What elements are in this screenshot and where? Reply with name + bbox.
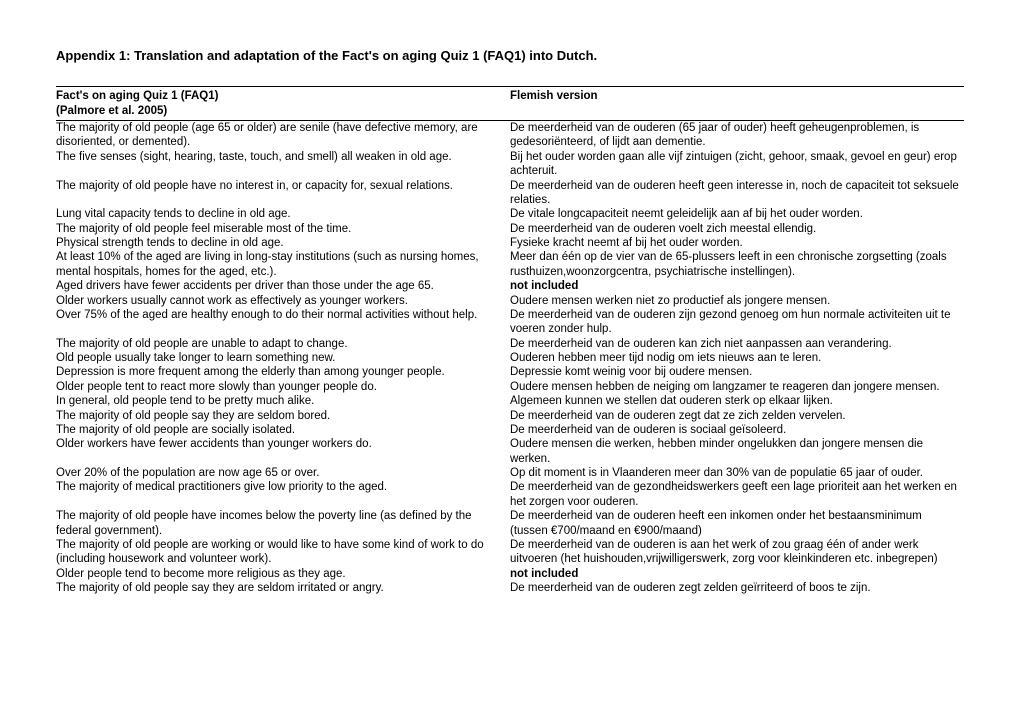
table-row: The majority of old people have incomes …	[56, 509, 964, 538]
cell-flemish: Op dit moment is in Vlaanderen meer dan …	[510, 466, 964, 480]
cell-flemish: De meerderheid van de ouderen is sociaal…	[510, 423, 964, 437]
cell-english: In general, old people tend to be pretty…	[56, 394, 510, 408]
table-row: The majority of old people are working o…	[56, 538, 964, 567]
cell-english: The majority of old people have incomes …	[56, 509, 510, 538]
cell-english: Depression is more frequent among the el…	[56, 365, 510, 379]
cell-flemish: Oudere mensen hebben de neiging om langz…	[510, 380, 964, 394]
cell-english: The majority of old people are socially …	[56, 423, 510, 437]
cell-flemish: not included	[510, 567, 964, 581]
cell-flemish: De meerderheid van de ouderen heeft geen…	[510, 179, 964, 208]
cell-flemish: De vitale longcapaciteit neemt geleideli…	[510, 207, 964, 221]
cell-flemish: Oudere mensen werken niet zo productief …	[510, 294, 964, 308]
cell-flemish: De meerderheid van de ouderen heeft een …	[510, 509, 964, 538]
cell-english: At least 10% of the aged are living in l…	[56, 250, 510, 279]
column-header-english: Fact's on aging Quiz 1 (FAQ1) (Palmore e…	[56, 87, 510, 121]
table-row: The majority of old people are socially …	[56, 423, 964, 437]
table-row: At least 10% of the aged are living in l…	[56, 250, 964, 279]
appendix-title: Appendix 1: Translation and adaptation o…	[56, 48, 964, 64]
table-row: Aged drivers have fewer accidents per dr…	[56, 279, 964, 293]
table-row: The majority of old people say they are …	[56, 581, 964, 595]
cell-english: Older workers have fewer accidents than …	[56, 437, 510, 466]
column-header-flemish: Flemish version	[510, 87, 964, 121]
table-row: The majority of old people (age 65 or ol…	[56, 121, 964, 150]
cell-flemish: De meerderheid van de ouderen voelt zich…	[510, 222, 964, 236]
table-row: The majority of old people say they are …	[56, 409, 964, 423]
table-row: Over 75% of the aged are healthy enough …	[56, 308, 964, 337]
cell-flemish: Ouderen hebben meer tijd nodig om iets n…	[510, 351, 964, 365]
cell-flemish: De meerderheid van de ouderen is aan het…	[510, 538, 964, 567]
cell-english: Physical strength tends to decline in ol…	[56, 236, 510, 250]
cell-flemish: Algemeen kunnen we stellen dat ouderen s…	[510, 394, 964, 408]
cell-english: The majority of old people (age 65 or ol…	[56, 121, 510, 150]
table-row: Older people tent to react more slowly t…	[56, 380, 964, 394]
cell-flemish: De meerderheid van de gezondheidswerkers…	[510, 480, 964, 509]
cell-flemish: Fysieke kracht neemt af bij het ouder wo…	[510, 236, 964, 250]
cell-english: Old people usually take longer to learn …	[56, 351, 510, 365]
cell-flemish: De meerderheid van de ouderen zijn gezon…	[510, 308, 964, 337]
table-row: Older workers have fewer accidents than …	[56, 437, 964, 466]
table-row: The majority of medical practitioners gi…	[56, 480, 964, 509]
cell-flemish: De meerderheid van de ouderen zegt dat z…	[510, 409, 964, 423]
translation-table: Fact's on aging Quiz 1 (FAQ1) (Palmore e…	[56, 86, 964, 595]
cell-english: Over 75% of the aged are healthy enough …	[56, 308, 510, 337]
cell-english: Over 20% of the population are now age 6…	[56, 466, 510, 480]
cell-english: The majority of old people say they are …	[56, 409, 510, 423]
cell-english: The five senses (sight, hearing, taste, …	[56, 150, 510, 179]
header-en-line2: (Palmore et al. 2005)	[56, 104, 506, 118]
cell-english: Older people tent to react more slowly t…	[56, 380, 510, 394]
cell-flemish: Bij het ouder worden gaan alle vijf zint…	[510, 150, 964, 179]
table-row: The majority of old people are unable to…	[56, 337, 964, 351]
table-row: Depression is more frequent among the el…	[56, 365, 964, 379]
header-en-line1: Fact's on aging Quiz 1 (FAQ1)	[56, 89, 506, 103]
table-row: Old people usually take longer to learn …	[56, 351, 964, 365]
table-row: Physical strength tends to decline in ol…	[56, 236, 964, 250]
cell-english: The majority of old people are unable to…	[56, 337, 510, 351]
cell-english: Older people tend to become more religio…	[56, 567, 510, 581]
cell-flemish: Meer dan één op de vier van de 65-plusse…	[510, 250, 964, 279]
table-row: Lung vital capacity tends to decline in …	[56, 207, 964, 221]
cell-flemish: Oudere mensen die werken, hebben minder …	[510, 437, 964, 466]
cell-english: The majority of medical practitioners gi…	[56, 480, 510, 509]
cell-flemish: De meerderheid van de ouderen zegt zelde…	[510, 581, 964, 595]
cell-english: The majority of old people feel miserabl…	[56, 222, 510, 236]
table-row: The majority of old people have no inter…	[56, 179, 964, 208]
cell-english: Older workers usually cannot work as eff…	[56, 294, 510, 308]
table-row: Over 20% of the population are now age 6…	[56, 466, 964, 480]
table-row: The majority of old people feel miserabl…	[56, 222, 964, 236]
cell-english: The majority of old people say they are …	[56, 581, 510, 595]
cell-flemish: not included	[510, 279, 964, 293]
table-row: The five senses (sight, hearing, taste, …	[56, 150, 964, 179]
cell-english: The majority of old people are working o…	[56, 538, 510, 567]
table-row: In general, old people tend to be pretty…	[56, 394, 964, 408]
cell-english: Lung vital capacity tends to decline in …	[56, 207, 510, 221]
cell-english: The majority of old people have no inter…	[56, 179, 510, 208]
cell-flemish: De meerderheid van de ouderen (65 jaar o…	[510, 121, 964, 150]
cell-flemish: Depressie komt weinig voor bij oudere me…	[510, 365, 964, 379]
cell-english: Aged drivers have fewer accidents per dr…	[56, 279, 510, 293]
table-row: Older workers usually cannot work as eff…	[56, 294, 964, 308]
table-row: Older people tend to become more religio…	[56, 567, 964, 581]
cell-flemish: De meerderheid van de ouderen kan zich n…	[510, 337, 964, 351]
